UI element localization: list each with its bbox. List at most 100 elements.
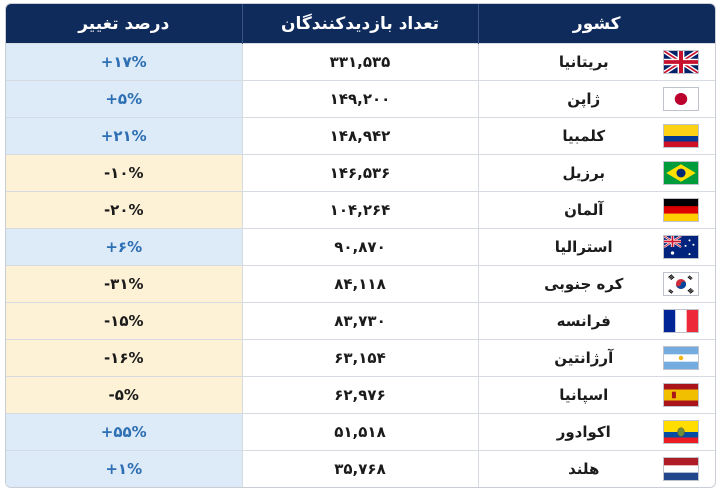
country-cell: فرانسه <box>478 302 715 340</box>
country-name: ژاپن <box>567 90 601 108</box>
table-header-row: درصد تغییر تعداد بازدیدکنندگان کشور <box>6 4 715 44</box>
ecuador-flag-icon <box>663 420 699 444</box>
change-percent-cell: +۱% <box>6 450 243 487</box>
country-name: اکوادور <box>556 423 611 441</box>
change-percent-value: -۲۰% <box>103 201 144 219</box>
country-name: هلند <box>568 460 600 478</box>
header-country: کشور <box>478 4 715 44</box>
change-percent-cell: -۱۶% <box>6 339 243 377</box>
country-name: آرژانتین <box>554 349 614 367</box>
country-name: کره جنوبی <box>544 275 624 293</box>
change-percent-value: -۱۰% <box>103 164 144 182</box>
change-percent-value: +۱۷% <box>100 53 147 71</box>
table-row: -۱۰% ۱۴۶,۵۳۶ برزیل <box>6 154 715 192</box>
change-percent-cell: +۶% <box>6 228 243 266</box>
change-percent-value: +۱% <box>105 460 143 478</box>
table-row: -۵% ۶۲,۹۷۶ اسپانیا <box>6 376 715 414</box>
country-name: برزیل <box>562 164 606 182</box>
visitor-count-value: ۱۰۴,۲۶۴ <box>329 201 391 219</box>
france-flag-icon <box>663 309 699 333</box>
change-percent-cell: +۲۱% <box>6 117 243 155</box>
visitor-count-cell: ۶۳,۱۵۴ <box>242 339 479 377</box>
visitor-count-cell: ۵۱,۵۱۸ <box>242 413 479 451</box>
visitor-count-value: ۶۲,۹۷۶ <box>334 386 386 404</box>
visitor-count-cell: ۸۴,۱۱۸ <box>242 265 479 303</box>
south-korea-flag-icon <box>663 272 699 296</box>
country-cell: بریتانیا <box>478 43 715 81</box>
australia-flag-icon <box>663 235 699 259</box>
visitor-count-value: ۸۴,۱۱۸ <box>334 275 386 293</box>
country-name: آلمان <box>564 201 604 219</box>
table-row: -۲۰% ۱۰۴,۲۶۴ آلمان <box>6 191 715 229</box>
country-cell: کلمبیا <box>478 117 715 155</box>
japan-flag-icon <box>663 87 699 111</box>
visitor-count-cell: ۱۴۶,۵۳۶ <box>242 154 479 192</box>
header-visitor-count: تعداد بازدیدکنندگان <box>242 4 479 44</box>
country-cell: اکوادور <box>478 413 715 451</box>
header-change-percent: درصد تغییر <box>6 4 243 44</box>
change-percent-cell: +۵% <box>6 80 243 118</box>
argentina-flag-icon <box>663 346 699 370</box>
change-percent-value: +۵۵% <box>100 423 147 441</box>
change-percent-cell: -۱۵% <box>6 302 243 340</box>
brazil-flag-icon <box>663 161 699 185</box>
change-percent-value: -۱۵% <box>103 312 144 330</box>
visitor-count-value: ۹۰,۸۷۰ <box>334 238 386 256</box>
visitor-count-cell: ۸۳,۷۳۰ <box>242 302 479 340</box>
uk-flag-icon <box>663 50 699 74</box>
netherlands-flag-icon <box>663 457 699 481</box>
table-row: -۱۶% ۶۳,۱۵۴ آرژانتین <box>6 339 715 377</box>
country-cell: برزیل <box>478 154 715 192</box>
visitor-count-cell: ۳۵,۷۶۸ <box>242 450 479 487</box>
change-percent-cell: -۳۱% <box>6 265 243 303</box>
colombia-flag-icon <box>663 124 699 148</box>
country-name: فرانسه <box>556 312 611 330</box>
change-percent-cell: -۲۰% <box>6 191 243 229</box>
table-row: +۵% ۱۴۹,۲۰۰ ژاپن <box>6 80 715 118</box>
change-percent-cell: +۱۷% <box>6 43 243 81</box>
table-row: +۱% ۳۵,۷۶۸ هلند <box>6 450 715 487</box>
germany-flag-icon <box>663 198 699 222</box>
visitor-count-cell: ۳۳۱,۵۳۵ <box>242 43 479 81</box>
country-name: استرالیا <box>554 238 613 256</box>
country-name: بریتانیا <box>558 53 609 71</box>
country-cell: هلند <box>478 450 715 487</box>
table-row: +۶% ۹۰,۸۷۰ استرالیا <box>6 228 715 266</box>
table-row: +۲۱% ۱۴۸,۹۴۲ کلمبیا <box>6 117 715 155</box>
change-percent-cell: -۱۰% <box>6 154 243 192</box>
visitor-count-value: ۳۳۱,۵۳۵ <box>329 53 391 71</box>
visitor-count-value: ۸۳,۷۳۰ <box>334 312 386 330</box>
change-percent-value: -۳۱% <box>103 275 144 293</box>
table-row: -۳۱% ۸۴,۱۱۸ کره جنوبی <box>6 265 715 303</box>
visitor-count-value: ۶۳,۱۵۴ <box>334 349 386 367</box>
country-cell: آلمان <box>478 191 715 229</box>
change-percent-cell: +۵۵% <box>6 413 243 451</box>
visitor-count-value: ۱۴۹,۲۰۰ <box>329 90 391 108</box>
change-percent-value: -۱۶% <box>103 349 144 367</box>
table-row: +۵۵% ۵۱,۵۱۸ اکوادور <box>6 413 715 451</box>
change-percent-value: +۲۱% <box>100 127 147 145</box>
table-row: +۱۷% ۳۳۱,۵۳۵ بریتانیا <box>6 43 715 81</box>
country-cell: آرژانتین <box>478 339 715 377</box>
visitor-count-value: ۱۴۸,۹۴۲ <box>329 127 391 145</box>
change-percent-value: +۵% <box>105 90 143 108</box>
visitor-count-cell: ۹۰,۸۷۰ <box>242 228 479 266</box>
visitor-count-value: ۱۴۶,۵۳۶ <box>329 164 391 182</box>
change-percent-value: +۶% <box>105 238 143 256</box>
table-row: -۱۵% ۸۳,۷۳۰ فرانسه <box>6 302 715 340</box>
country-cell: اسپانیا <box>478 376 715 414</box>
change-percent-value: -۵% <box>108 386 139 404</box>
visitor-count-cell: ۱۴۸,۹۴۲ <box>242 117 479 155</box>
visitor-count-cell: ۱۰۴,۲۶۴ <box>242 191 479 229</box>
visitor-statistics-table: درصد تغییر تعداد بازدیدکنندگان کشور +۱۷%… <box>5 3 716 488</box>
visitor-count-value: ۳۵,۷۶۸ <box>334 460 386 478</box>
country-cell: ژاپن <box>478 80 715 118</box>
visitor-count-cell: ۱۴۹,۲۰۰ <box>242 80 479 118</box>
change-percent-cell: -۵% <box>6 376 243 414</box>
country-cell: استرالیا <box>478 228 715 266</box>
country-name: کلمبیا <box>562 127 606 145</box>
visitor-count-value: ۵۱,۵۱۸ <box>334 423 386 441</box>
spain-flag-icon <box>663 383 699 407</box>
country-cell: کره جنوبی <box>478 265 715 303</box>
country-name: اسپانیا <box>559 386 609 404</box>
